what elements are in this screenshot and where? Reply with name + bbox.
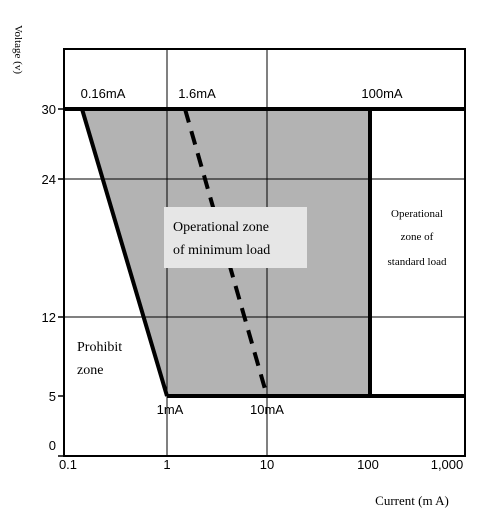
- minimum-load-label-box: [164, 207, 307, 268]
- plot-frame: [63, 48, 466, 457]
- standard-load-zone-label-line2: zone of: [401, 231, 434, 243]
- current-label-1.6mA: 1.6mA: [178, 86, 216, 101]
- y-axis-title: Voltage (v): [12, 25, 24, 74]
- x-tick-label: 10: [260, 457, 274, 472]
- minimum-load-zone-label-line2: of minimum load: [173, 243, 270, 258]
- prohibit-boundary: [80, 108, 169, 397]
- y-tick-label: 24: [42, 172, 56, 187]
- standard-load-zone-label-line3: standard load: [388, 256, 447, 268]
- minimum-load-zone-label-line1: Operational zone: [173, 220, 269, 235]
- y-tick-label: 5: [49, 389, 56, 404]
- x-tick-label: 100: [357, 457, 379, 472]
- prohibit-zone-label-line1: Prohibit: [77, 340, 122, 355]
- current-label-0.16mA: 0.16mA: [81, 86, 126, 101]
- x-tick-label: 1,000: [431, 457, 464, 472]
- standard-load-zone-label-line1: Operational: [391, 208, 443, 220]
- x-tick-label: 0.1: [59, 457, 77, 472]
- x-tick-label: 1: [163, 457, 170, 472]
- current-label-1mA: 1mA: [157, 402, 184, 417]
- y-tick-marks: [58, 108, 64, 457]
- y-tick-label: 0: [49, 438, 56, 453]
- y-tick-label: 12: [42, 310, 56, 325]
- current-label-100mA: 100mA: [361, 86, 403, 101]
- current-label-10mA: 10mA: [250, 402, 284, 417]
- x-axis-title: Current (m A): [375, 493, 449, 508]
- zone-boundaries: [64, 107, 465, 398]
- prohibit-zone-label-line2: zone: [77, 363, 103, 378]
- y-tick-label: 30: [42, 102, 56, 117]
